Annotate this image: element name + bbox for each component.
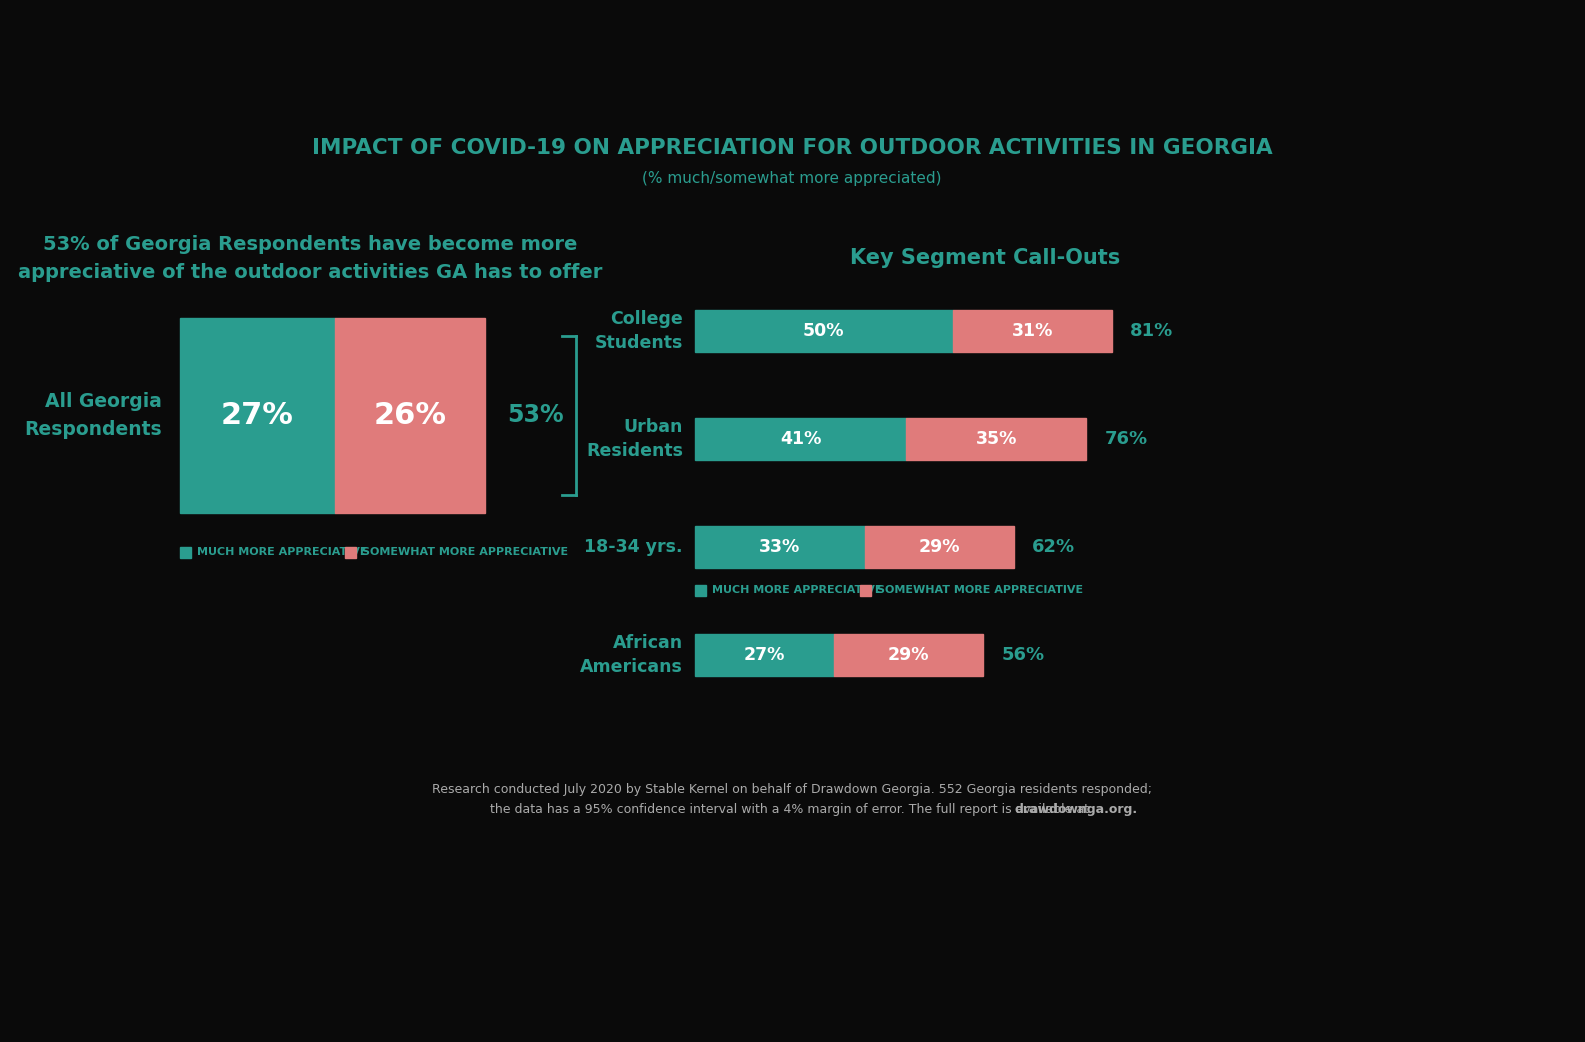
Bar — [346, 546, 357, 557]
Bar — [181, 546, 192, 557]
Bar — [907, 418, 1086, 460]
Text: African
Americans: African Americans — [580, 634, 683, 676]
Text: 62%: 62% — [1032, 538, 1076, 556]
Text: 35%: 35% — [976, 430, 1018, 448]
Text: (% much/somewhat more appreciated): (% much/somewhat more appreciated) — [642, 171, 941, 185]
Text: All Georgia
Respondents: All Georgia Respondents — [24, 392, 162, 439]
Text: 27%: 27% — [743, 646, 785, 664]
Text: 31%: 31% — [1011, 322, 1052, 340]
Text: 29%: 29% — [888, 646, 929, 664]
Text: MUCH MORE APPRECIATIVE: MUCH MORE APPRECIATIVE — [712, 585, 883, 595]
Text: 76%: 76% — [1105, 430, 1148, 448]
Text: 41%: 41% — [780, 430, 821, 448]
Text: 81%: 81% — [1130, 322, 1173, 340]
Text: 27%: 27% — [220, 401, 293, 430]
Bar — [694, 418, 907, 460]
Text: Key Segment Call-Outs: Key Segment Call-Outs — [850, 248, 1121, 268]
Bar — [181, 318, 334, 513]
Text: drawdownga.org.: drawdownga.org. — [1014, 803, 1136, 817]
Text: MUCH MORE APPRECIATIVE: MUCH MORE APPRECIATIVE — [197, 547, 368, 557]
Text: College
Students: College Students — [594, 309, 683, 352]
Text: 26%: 26% — [374, 401, 447, 430]
Text: 56%: 56% — [1002, 646, 1045, 664]
Text: 53%: 53% — [507, 403, 564, 427]
Text: Research conducted July 2020 by Stable Kernel on behalf of Drawdown Georgia. 552: Research conducted July 2020 by Stable K… — [433, 784, 1152, 796]
Text: SOMEWHAT MORE APPRECIATIVE: SOMEWHAT MORE APPRECIATIVE — [361, 547, 567, 557]
Text: 50%: 50% — [804, 322, 845, 340]
Bar — [334, 318, 485, 513]
Bar — [694, 634, 834, 676]
Bar — [953, 311, 1113, 352]
Text: 33%: 33% — [759, 538, 800, 556]
Text: the data has a 95% confidence interval with a 4% margin of error. The full repor: the data has a 95% confidence interval w… — [490, 803, 1092, 817]
Bar — [694, 526, 865, 568]
Bar — [834, 634, 983, 676]
Bar — [861, 585, 872, 595]
Bar — [865, 526, 1014, 568]
Text: 53% of Georgia Respondents have become more
appreciative of the outdoor activiti: 53% of Georgia Respondents have become m… — [17, 234, 602, 281]
Bar — [694, 585, 705, 595]
Text: SOMEWHAT MORE APPRECIATIVE: SOMEWHAT MORE APPRECIATIVE — [877, 585, 1083, 595]
Text: Urban
Residents: Urban Residents — [586, 418, 683, 461]
Text: 29%: 29% — [919, 538, 961, 556]
Text: 18-34 yrs.: 18-34 yrs. — [585, 538, 683, 556]
Text: IMPACT OF COVID-19 ON APPRECIATION FOR OUTDOOR ACTIVITIES IN GEORGIA: IMPACT OF COVID-19 ON APPRECIATION FOR O… — [312, 138, 1273, 158]
Bar — [694, 311, 953, 352]
